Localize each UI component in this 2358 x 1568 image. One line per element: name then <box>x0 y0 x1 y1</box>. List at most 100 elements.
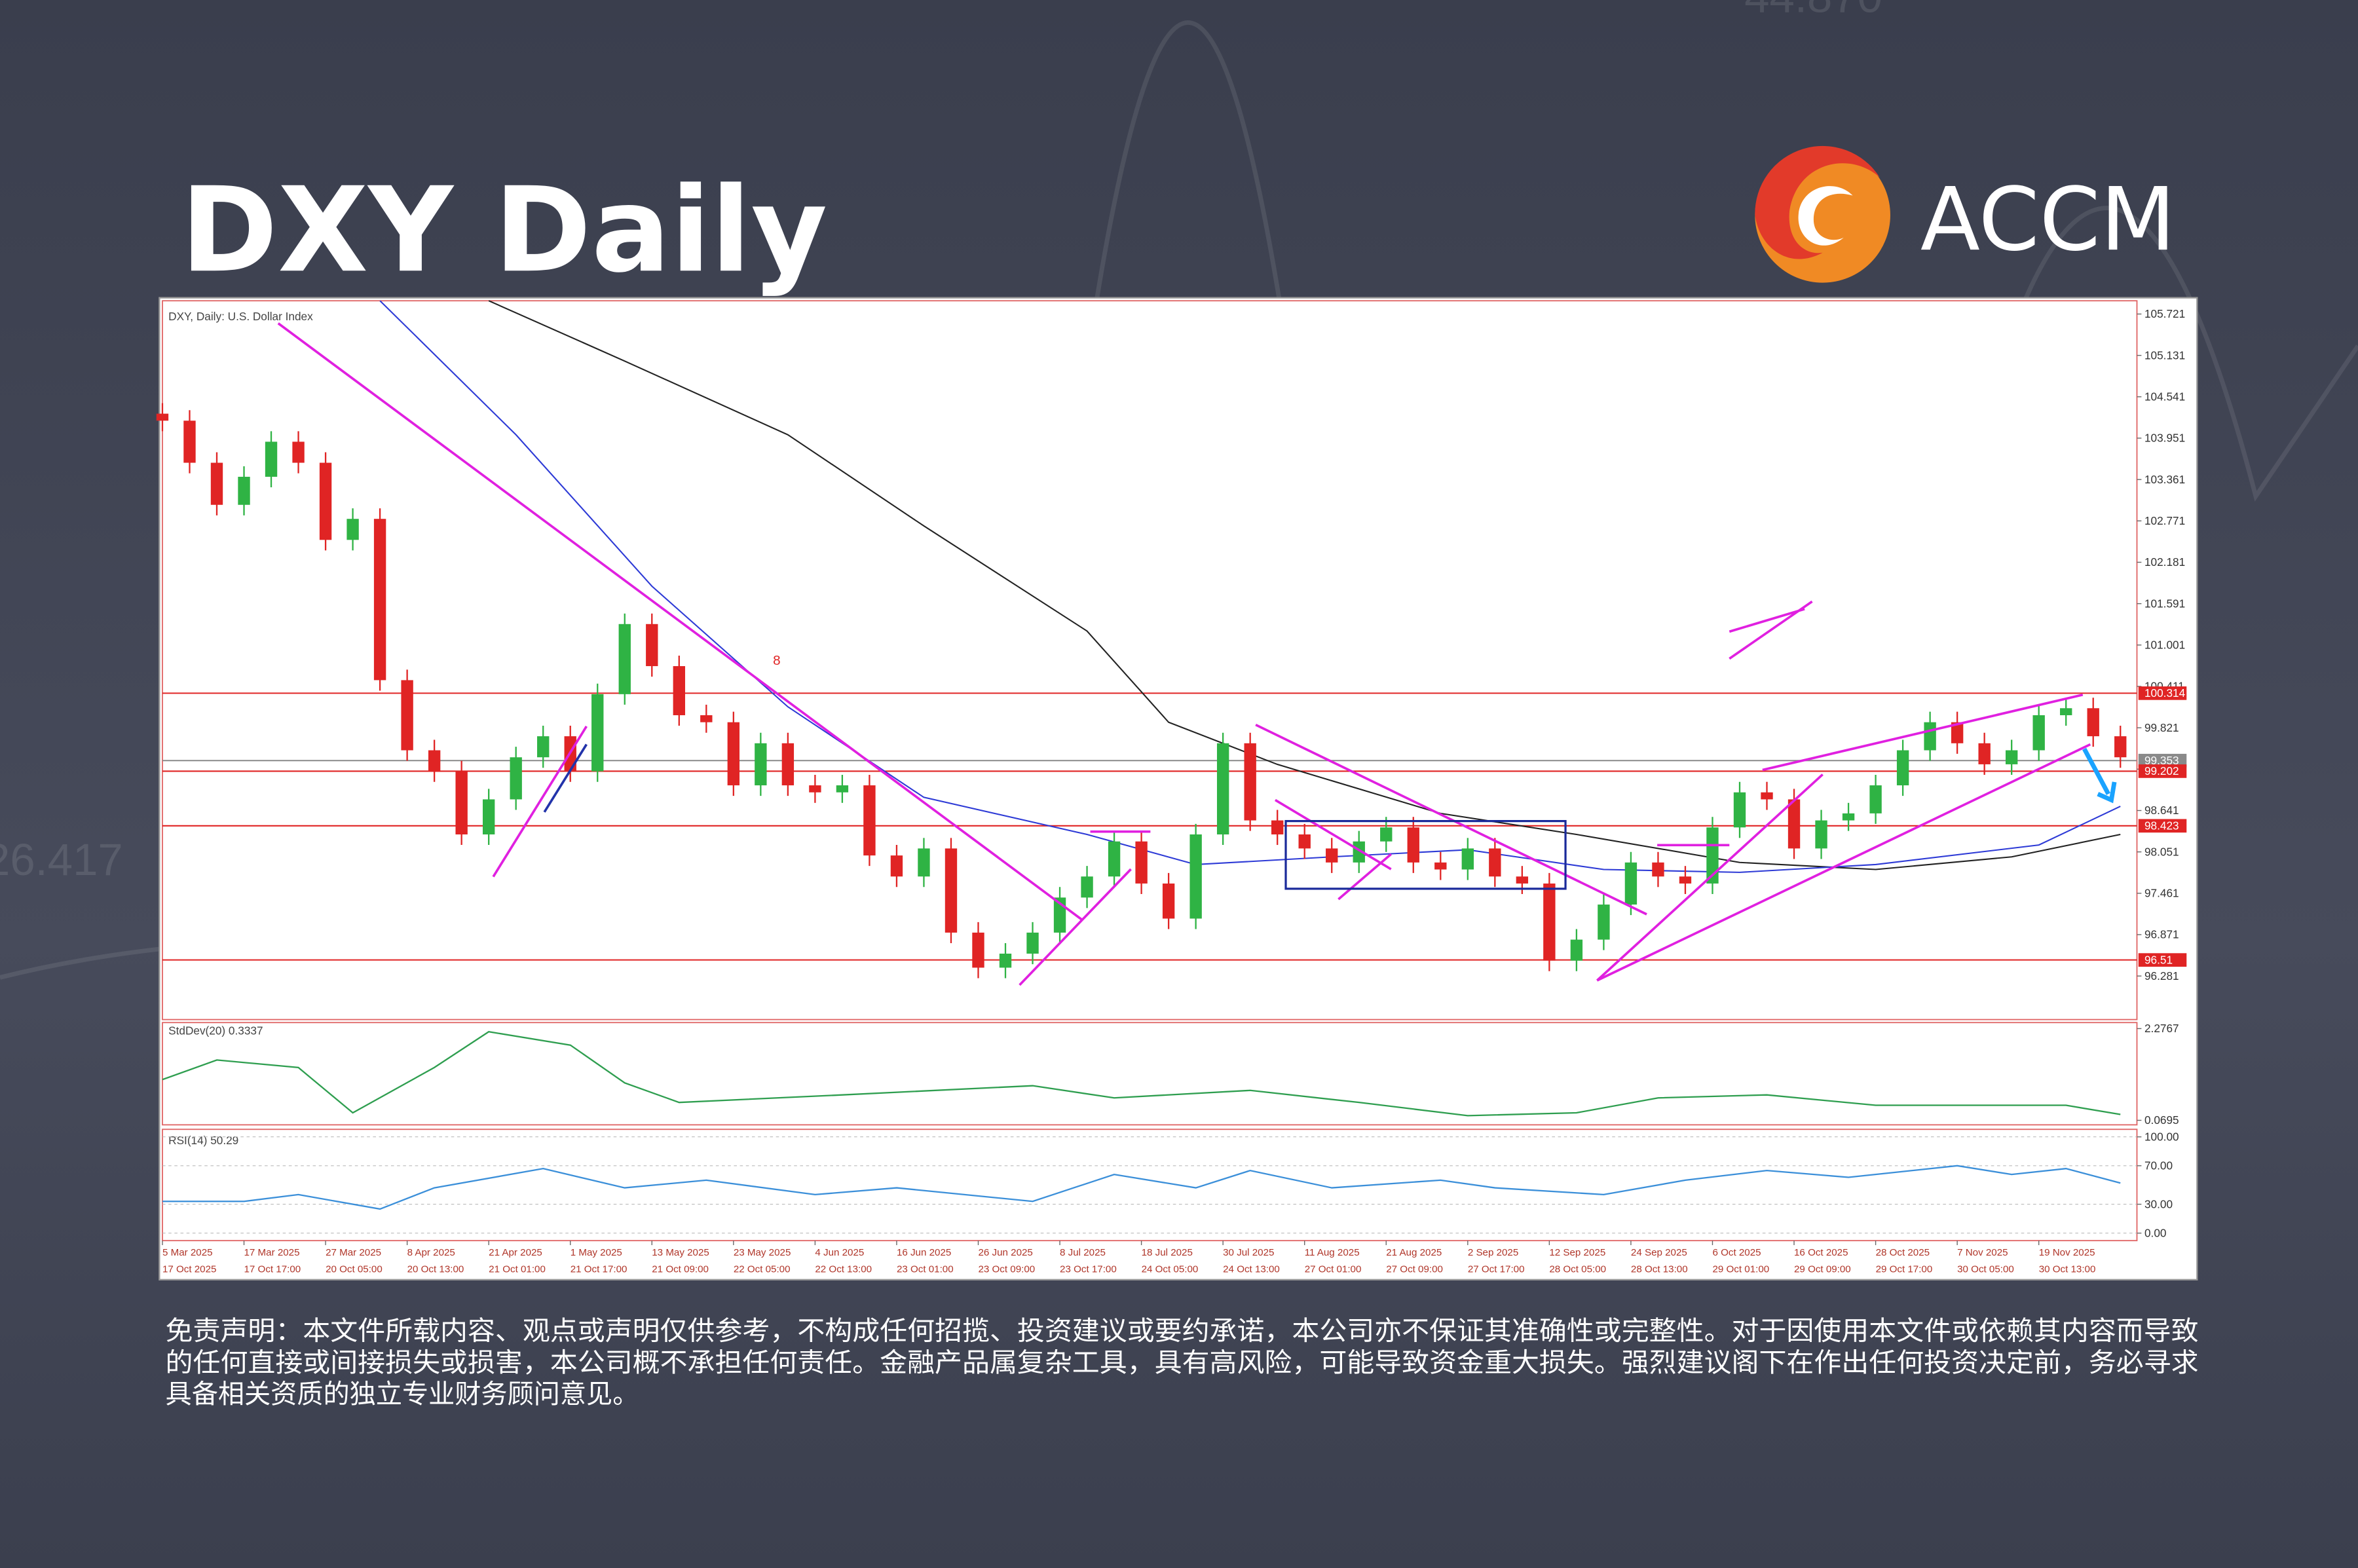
y-tick-label: 100.00 <box>2144 1130 2179 1143</box>
candle-body <box>1624 862 1638 905</box>
x-tick-sublabel: 21 Oct 17:00 <box>571 1263 627 1275</box>
price-level-tag <box>2138 819 2187 833</box>
direction-arrow <box>2082 747 2117 804</box>
x-tick-label: 19 Nov 2025 <box>2039 1247 2095 1258</box>
candle-body <box>1924 722 1936 751</box>
x-tick-label: 27 Mar 2025 <box>326 1247 381 1258</box>
background-number: 44.870 <box>1744 0 1882 22</box>
candle-body <box>863 785 876 856</box>
y-tick-label: 99.821 <box>2144 721 2179 734</box>
candle-body <box>1434 862 1447 870</box>
candle-body <box>319 462 332 540</box>
y-tick-label: 70.00 <box>2144 1159 2173 1172</box>
candle-body <box>1842 813 1855 821</box>
candle-body <box>1135 841 1148 884</box>
candle-body <box>1733 792 1746 828</box>
disclaimer: 免责声明：本文件所载内容、观点或声明仅供参考，不构成任何招揽、投资建议或要约承诺… <box>166 1316 2199 1409</box>
candle-body <box>428 750 441 772</box>
candle-body <box>890 855 903 877</box>
x-tick-sublabel: 21 Oct 09:00 <box>652 1263 709 1275</box>
price-level-label: 99.202 <box>2144 764 2179 777</box>
candle-body <box>1216 743 1229 834</box>
candle-body <box>999 954 1012 968</box>
price-level-tag <box>2138 753 2187 768</box>
candle-body <box>1081 876 1093 898</box>
price-level-label: 96.51 <box>2144 953 2173 966</box>
x-tick-label: 12 Sep 2025 <box>1549 1247 1605 1258</box>
x-tick-sublabel: 17 Oct 2025 <box>162 1263 217 1275</box>
page-title: DXY Daily <box>181 162 828 299</box>
candle-body <box>1516 876 1529 884</box>
candle-body <box>781 743 795 786</box>
candle-body <box>2060 708 2072 715</box>
logo <box>1755 145 1890 283</box>
candle-body <box>755 743 767 786</box>
indicator-line <box>379 300 2121 873</box>
candle-body <box>1978 743 1991 764</box>
x-tick-label: 17 Mar 2025 <box>244 1247 300 1258</box>
x-tick-sublabel: 17 Oct 17:00 <box>244 1263 301 1275</box>
candle-body <box>673 666 685 715</box>
x-tick-sublabel: 29 Oct 09:00 <box>1794 1263 1851 1275</box>
candle-body <box>972 932 984 968</box>
y-tick-label: 0.0695 <box>2144 1113 2179 1127</box>
y-tick-label: 102.771 <box>2144 514 2185 527</box>
x-tick-sublabel: 28 Oct 13:00 <box>1631 1263 1688 1275</box>
y-tick-label: 2.2767 <box>2144 1022 2179 1035</box>
candle-body <box>1407 827 1419 863</box>
candle-body <box>1162 883 1175 919</box>
x-tick-label: 24 Sep 2025 <box>1631 1247 1687 1258</box>
candle-body <box>210 462 223 505</box>
x-tick-sublabel: 28 Oct 05:00 <box>1549 1263 1606 1275</box>
x-tick-label: 13 May 2025 <box>652 1247 709 1258</box>
x-tick-sublabel: 29 Oct 01:00 <box>1712 1263 1769 1275</box>
candle-body <box>2005 750 2018 764</box>
x-tick-label: 21 Aug 2025 <box>1386 1247 1442 1258</box>
candle-body <box>700 715 713 722</box>
indicator-title: StdDev(20) 0.3337 <box>168 1024 263 1037</box>
plot-area: 105.721 105.131 104.541 103.951 103.361 102.7… <box>156 300 2187 1275</box>
candle-body <box>618 624 631 694</box>
candle-body <box>1761 792 1773 800</box>
candle-body <box>1461 848 1474 870</box>
y-tick-label: 96.871 <box>2144 928 2179 941</box>
trend-lines <box>277 322 2091 986</box>
candle-body <box>1380 827 1393 842</box>
y-tick-label: 105.131 <box>2144 348 2185 362</box>
x-tick-label: 18 Jul 2025 <box>1142 1247 1193 1258</box>
candle-body <box>265 441 278 477</box>
y-tick-label: 105.721 <box>2144 307 2185 320</box>
candle-body <box>346 519 359 540</box>
x-tick-label: 11 Aug 2025 <box>1305 1247 1360 1258</box>
x-tick-label: 8 Jul 2025 <box>1060 1247 1106 1258</box>
candle-body <box>1298 834 1311 849</box>
candle-body <box>1244 743 1256 821</box>
x-tick-sublabel: 22 Oct 13:00 <box>815 1263 872 1275</box>
x-tick-sublabel: 30 Oct 13:00 <box>2039 1263 2096 1275</box>
indicator-line <box>162 1165 2121 1210</box>
x-tick-label: 26 Jun 2025 <box>978 1247 1032 1258</box>
x-tick-sublabel: 23 Oct 09:00 <box>978 1263 1035 1275</box>
x-tick-label: 1 May 2025 <box>571 1247 622 1258</box>
x-tick-sublabel: 23 Oct 17:00 <box>1060 1263 1117 1275</box>
candle-body <box>1026 932 1039 954</box>
range-box <box>1284 819 1567 890</box>
candle-body <box>1869 785 1882 813</box>
candle-body <box>1679 876 1692 884</box>
y-tick-label: 101.001 <box>2144 639 2185 652</box>
indicator-line <box>162 1031 2121 1117</box>
candle-body <box>238 476 250 505</box>
x-tick-label: 7 Nov 2025 <box>1957 1247 2008 1258</box>
y-tick-label: 97.461 <box>2144 887 2179 900</box>
candle-body <box>1570 939 1583 961</box>
candle-body <box>1353 841 1365 863</box>
x-tick-label: 16 Oct 2025 <box>1794 1247 1848 1258</box>
x-tick-label: 23 May 2025 <box>734 1247 791 1258</box>
y-tick-label: 103.951 <box>2144 432 2185 445</box>
y-tick-label: 96.281 <box>2144 969 2179 982</box>
candle-body <box>156 413 169 421</box>
disclaimer-line: 的任何直接或间接损失或损害，本公司概不承担任何责任。金融产品属复杂工具，具有高风… <box>166 1348 2199 1377</box>
candle-body <box>1787 799 1801 849</box>
